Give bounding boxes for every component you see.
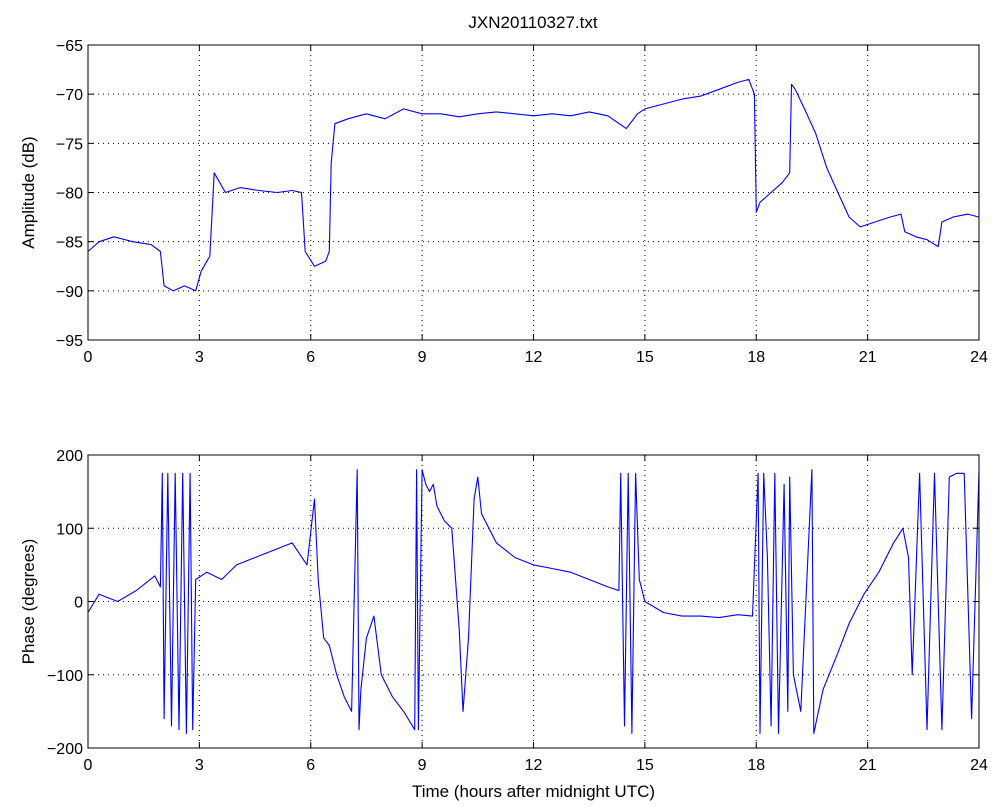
phase-y-tick-label: 200	[56, 448, 83, 465]
phase-x-tick-label: 12	[525, 757, 543, 774]
phase-x-tick-label: 3	[195, 757, 204, 774]
amplitude-panel: 0 3 6 9 12 15 18 21 24 −95 −90 −85 −80 −75 −70 −65 Ampli…	[19, 38, 988, 366]
phase-x-tick-label: 18	[747, 757, 765, 774]
amplitude-x-tick-label: 21	[859, 349, 877, 366]
amplitude-x-tick-label: 18	[747, 349, 765, 366]
phase-x-tick-label: 21	[859, 757, 877, 774]
amplitude-x-tick-label: 9	[418, 349, 427, 366]
amplitude-y-tick-label: −85	[56, 235, 83, 252]
phase-y-axis-label: Phase (degrees)	[19, 539, 38, 665]
amplitude-x-tick-label: 3	[195, 349, 204, 366]
amplitude-y-tick-label: −80	[56, 186, 83, 203]
amplitude-x-tick-label: 15	[636, 349, 654, 366]
phase-y-tick-label: −200	[47, 741, 83, 758]
amplitude-y-tick-label: −90	[56, 284, 83, 301]
phase-x-tick-label: 0	[84, 757, 93, 774]
amplitude-y-tick-label: −65	[56, 38, 83, 55]
phase-x-tick-label: 6	[306, 757, 315, 774]
amplitude-y-tick-label: −75	[56, 136, 83, 153]
phase-series-line	[87, 469, 980, 734]
phase-y-tick-label: 100	[56, 521, 83, 538]
amplitude-series-line	[87, 78, 980, 292]
phase-x-tick-label: 15	[636, 757, 654, 774]
phase-x-tick-label: 24	[970, 757, 988, 774]
phase-y-tick-label: −100	[47, 668, 83, 685]
amplitude-x-tick-label: 6	[306, 349, 315, 366]
phase-x-tick-label: 9	[418, 757, 427, 774]
amplitude-x-tick-label: 0	[84, 349, 93, 366]
amplitude-x-tick-label: 12	[525, 349, 543, 366]
amplitude-y-axis-label: Amplitude (dB)	[19, 136, 38, 248]
amplitude-x-tick-label: 24	[970, 349, 988, 366]
figure-title: JXN20110327.txt	[468, 13, 597, 32]
amplitude-y-tick-label: −95	[56, 333, 83, 350]
phase-x-axis-label: Time (hours after midnight UTC)	[412, 782, 655, 801]
amplitude-y-tick-label: −70	[56, 87, 83, 104]
phase-panel: 0 3 6 9 12 15 18 21 24 −200 −100 0 100 200 Phase (degr…	[19, 448, 988, 801]
phase-y-tick-label: 0	[74, 595, 83, 612]
